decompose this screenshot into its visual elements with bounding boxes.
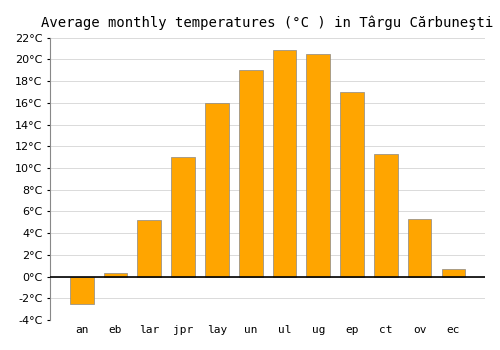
Title: Average monthly temperatures (°C ) in Târgu Cărbuneşti: Average monthly temperatures (°C ) in Tâ… bbox=[42, 15, 494, 29]
Bar bbox=[272, 50, 296, 276]
Bar bbox=[104, 273, 128, 276]
Bar bbox=[70, 276, 94, 304]
Bar bbox=[374, 154, 398, 276]
Bar bbox=[408, 219, 432, 276]
Bar bbox=[442, 269, 465, 277]
Bar bbox=[138, 220, 161, 276]
Bar bbox=[172, 157, 195, 276]
Bar bbox=[205, 103, 229, 276]
Bar bbox=[239, 70, 262, 276]
Bar bbox=[306, 54, 330, 276]
Bar bbox=[340, 92, 364, 276]
